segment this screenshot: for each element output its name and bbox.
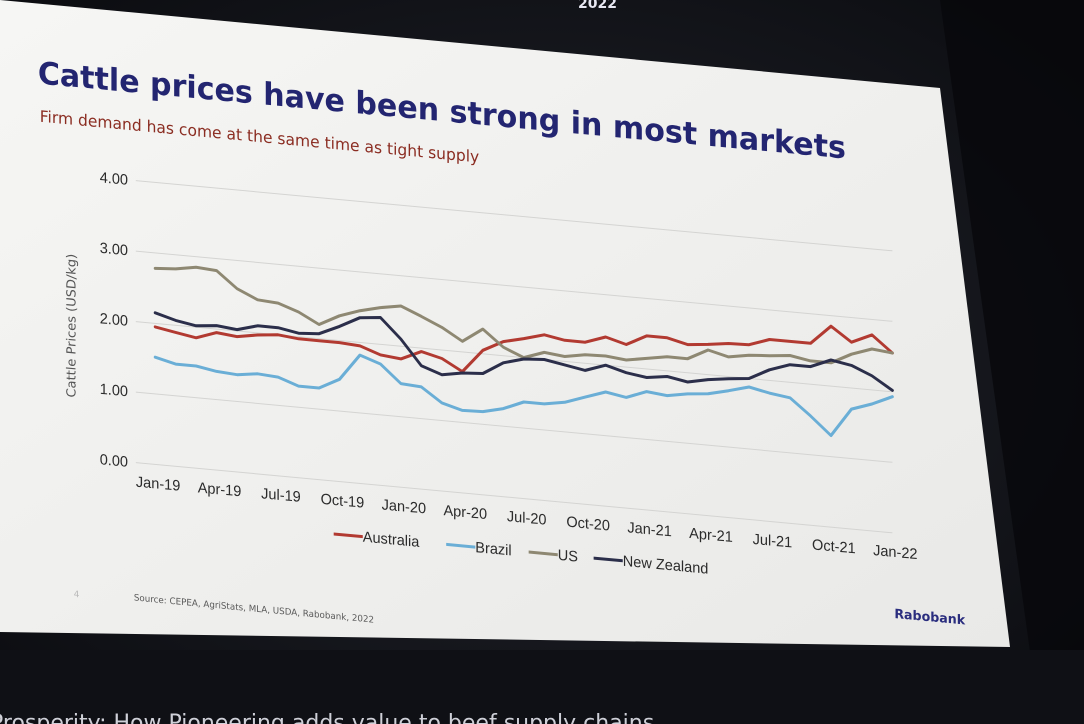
x-tick-label: Oct-19 — [321, 492, 365, 512]
x-tick-label: Jan-22 — [873, 543, 917, 563]
brand-logo: Rabobank — [894, 607, 965, 629]
legend-label-us: US — [558, 548, 578, 566]
slide-panel — [0, 0, 1010, 647]
legend-label-australia: Australia — [363, 530, 420, 552]
right-wall-shadow — [940, 0, 1084, 724]
x-tick-label: Jul-21 — [753, 532, 793, 552]
gridline — [135, 462, 893, 534]
x-tick-label: Jan-20 — [382, 497, 426, 517]
x-tick-label: Apr-20 — [443, 503, 487, 523]
gridlines — [135, 180, 893, 534]
legend-swatch-brazil — [446, 542, 476, 549]
caption-fragment: Prosperity: How Pioneering adds value to… — [0, 711, 654, 724]
x-tick-label: Apr-21 — [689, 526, 733, 546]
gridline — [135, 391, 893, 463]
legend-swatch-new-zealand — [593, 556, 623, 563]
series-line-new-zealand — [153, 311, 894, 392]
x-tick-label: Oct-20 — [566, 514, 610, 534]
y-tick-label: 0.00 — [100, 452, 128, 471]
page-number: 4 — [74, 590, 80, 601]
x-tick-label: Oct-21 — [812, 537, 856, 557]
y-tick-label: 2.00 — [100, 311, 128, 330]
bottom-band — [0, 650, 1084, 724]
legend-swatch-us — [528, 550, 558, 557]
x-tick-label: Jan-21 — [627, 520, 671, 540]
y-axis-ticks: 0.00 1.00 2.00 3.00 4.00 — [100, 170, 128, 471]
x-tick-label: Apr-19 — [198, 480, 242, 500]
y-tick-label: 3.00 — [100, 241, 128, 260]
y-tick-label: 4.00 — [100, 170, 128, 189]
legend-swatch-australia — [333, 532, 363, 539]
gridline — [135, 321, 893, 393]
gridline — [135, 180, 893, 252]
x-tick-label: Jul-20 — [507, 509, 547, 529]
y-axis-label: Cattle Prices (USD/kg) — [65, 253, 80, 398]
legend-label-brazil: Brazil — [475, 540, 511, 560]
x-tick-label: Jul-19 — [261, 486, 301, 506]
series-line-brazil — [153, 353, 894, 438]
chart-area: 0.00 1.00 2.00 3.00 4.00 Jan-19 Apr-19 Jul-19 O… — [65, 170, 918, 563]
y-tick-label: 1.00 — [100, 382, 128, 401]
x-axis-ticks: Jan-19 Apr-19 Jul-19 Oct-19 Jan-20 Apr-20 Jul-… — [136, 474, 918, 563]
series-line-australia — [153, 324, 894, 374]
series-lines — [153, 265, 894, 438]
top-fragment-text: 2022 — [578, 0, 617, 12]
x-tick-label: Jan-19 — [136, 474, 180, 494]
gridline — [135, 250, 893, 322]
